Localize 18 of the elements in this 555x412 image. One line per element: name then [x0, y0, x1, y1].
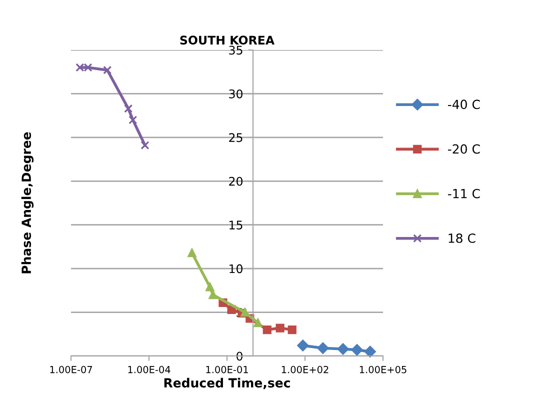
x-tick-label: 1.00E-07: [50, 366, 92, 374]
legend-label: -40 C: [448, 100, 480, 110]
y-tick-label: 30: [229, 89, 242, 98]
legend-label: -11 C: [448, 188, 480, 198]
legend-label: 18 C: [448, 233, 476, 243]
x-tick-label: 1.00E+02: [282, 366, 328, 374]
x-tick-label: 1.00E+05: [360, 366, 406, 374]
y-axis-title: Phase Angle,Degree: [21, 132, 34, 274]
chart-title: SOUTH KOREA: [180, 36, 274, 45]
y-tick-label: 20: [229, 176, 242, 186]
legend-label: -20 C: [448, 144, 480, 154]
x-tick-label: 1.00E-04: [128, 366, 170, 374]
y-tick-label: 10: [230, 264, 242, 274]
y-tick-label: 15: [230, 220, 242, 230]
x-tick-label: 1.00E-01: [206, 366, 248, 374]
x-axis-title: Reduced Time,sec: [164, 378, 290, 390]
y-tick-label: 35: [229, 46, 242, 55]
y-tick-label: 25: [229, 133, 242, 142]
